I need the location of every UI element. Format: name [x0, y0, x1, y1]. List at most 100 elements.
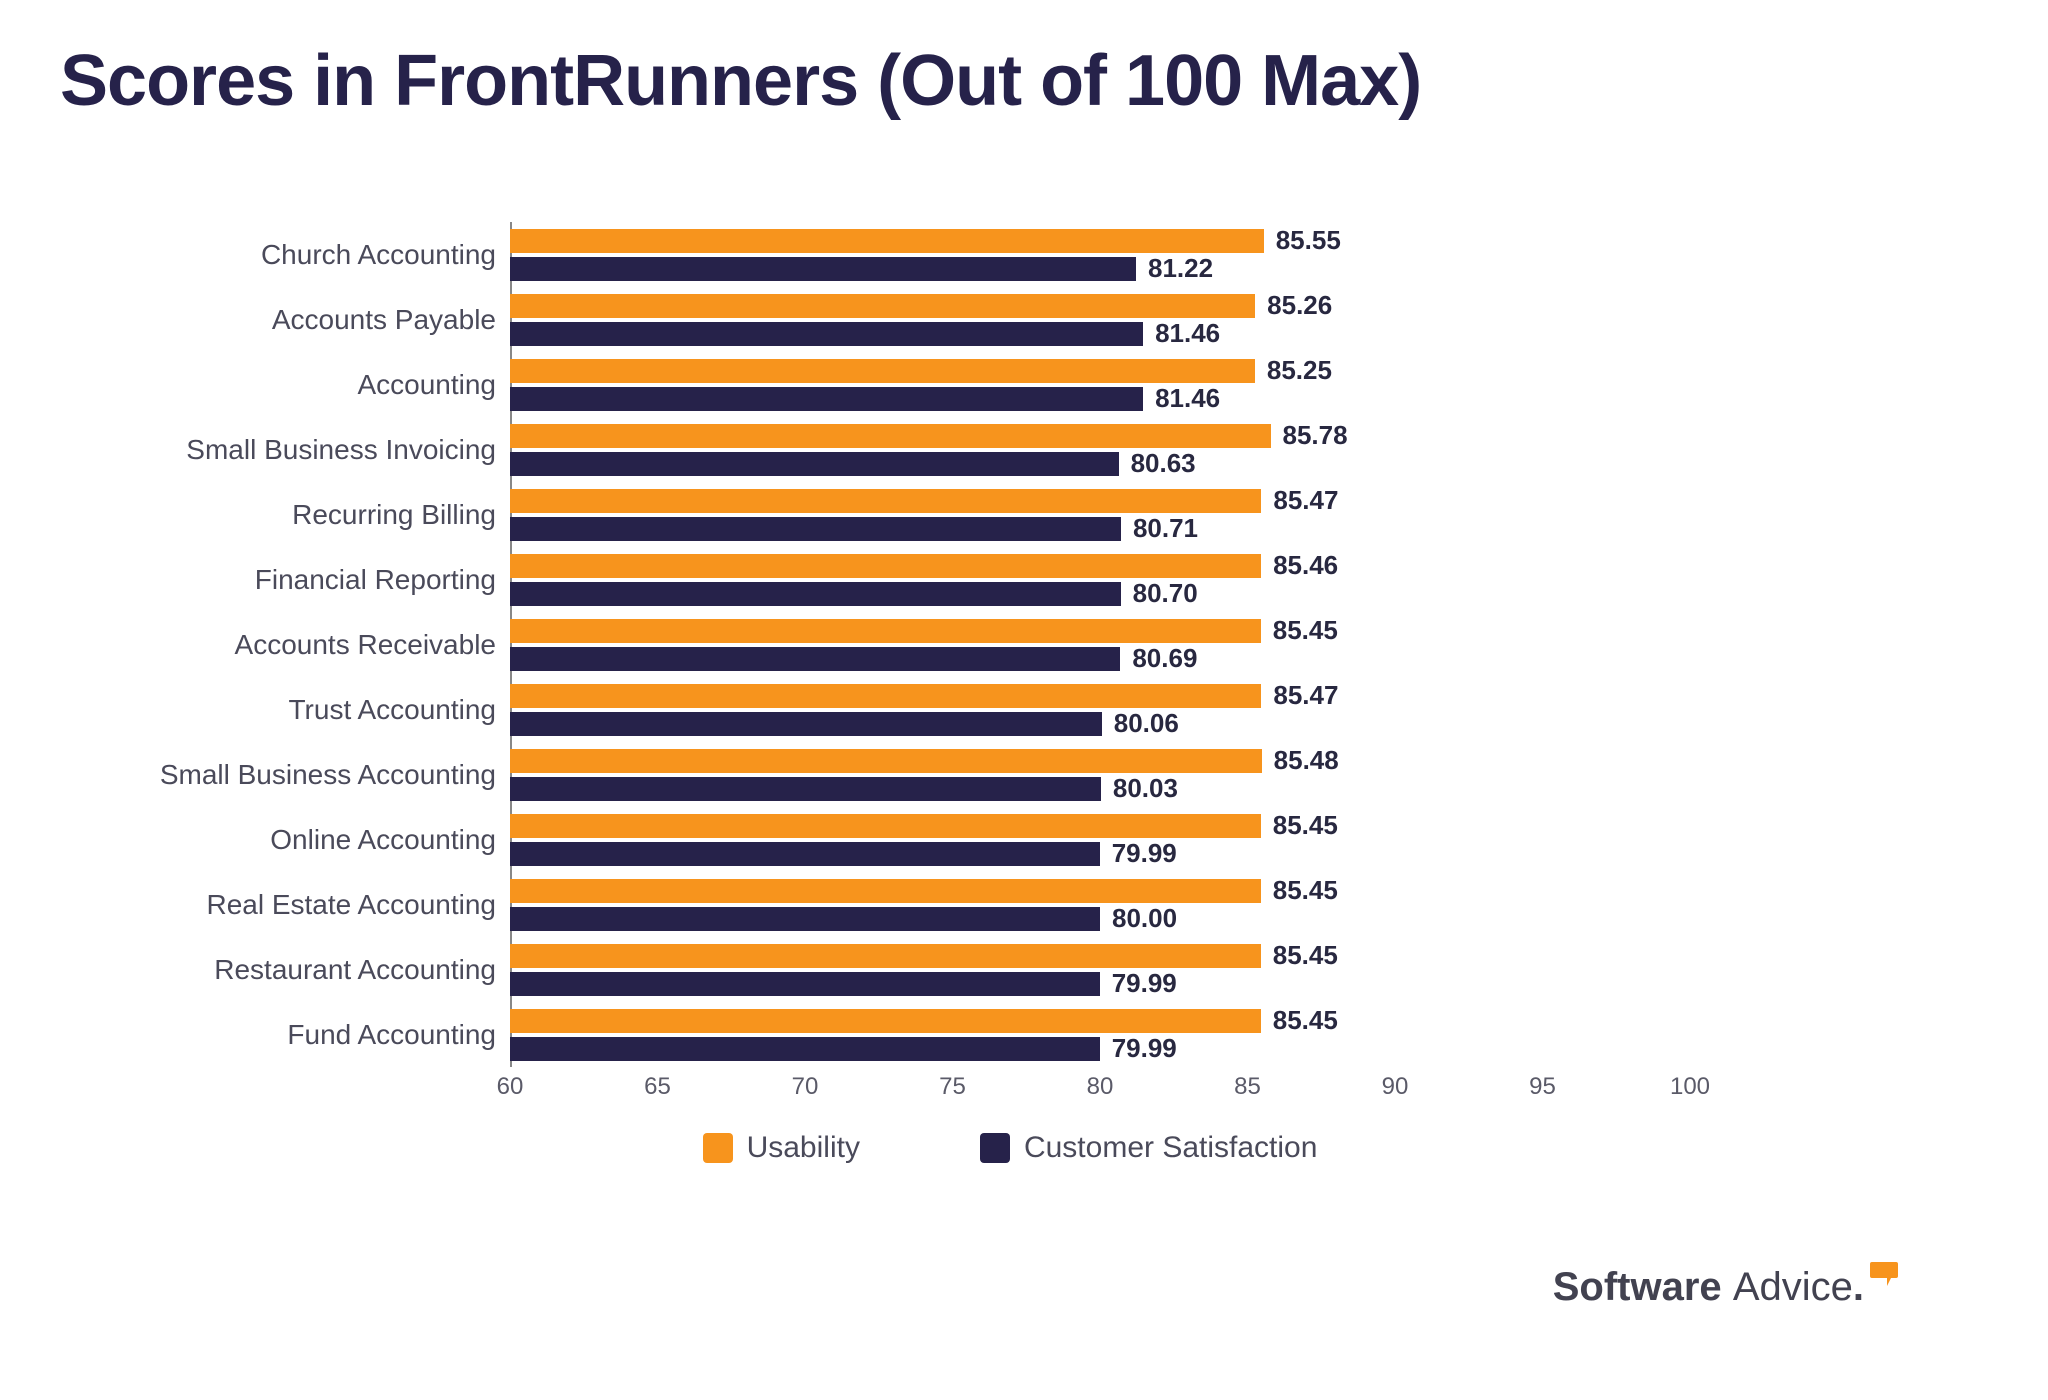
- bar-fill: [510, 424, 1271, 448]
- bars-group: 85.45 79.99: [510, 807, 1690, 872]
- bar-fill: [510, 777, 1101, 801]
- brand-light: Advice: [1733, 1265, 1853, 1309]
- category-label: Real Estate Accounting: [130, 889, 510, 921]
- bar-fill: [510, 814, 1261, 838]
- bar-value-label: 80.06: [1114, 708, 1179, 739]
- legend-swatch: [980, 1133, 1010, 1163]
- chart-row: Church Accounting85.5581.22: [130, 222, 1690, 287]
- satisfaction-bar: 80.63: [510, 452, 1690, 476]
- bar-fill: [510, 452, 1119, 476]
- chart-row: Recurring Billing85.4780.71: [130, 482, 1690, 547]
- bar-value-label: 85.25: [1267, 355, 1332, 386]
- bar-value-label: 80.69: [1132, 643, 1197, 674]
- bar-value-label: 79.99: [1112, 1033, 1177, 1064]
- brand-strong: Software: [1553, 1265, 1722, 1309]
- bar-value-label: 81.46: [1155, 318, 1220, 349]
- chart-row: Accounting85.2581.46: [130, 352, 1690, 417]
- x-tick: 70: [792, 1073, 819, 1101]
- bar-value-label: 85.47: [1273, 485, 1338, 516]
- plot-area: Church Accounting85.5581.22Accounts Paya…: [130, 222, 1690, 1067]
- bar-fill: [510, 489, 1261, 513]
- chart-row: Accounts Payable85.2681.46: [130, 287, 1690, 352]
- category-label: Accounts Payable: [130, 304, 510, 336]
- satisfaction-bar: 81.22: [510, 257, 1690, 281]
- bar-fill: [510, 972, 1100, 996]
- satisfaction-bar: 81.46: [510, 322, 1690, 346]
- bars-group: 85.4580.69: [510, 612, 1690, 677]
- bar-fill: [510, 684, 1261, 708]
- bar-fill: [510, 907, 1100, 931]
- chart-row: Small Business Invoicing85.7880.63: [130, 417, 1690, 482]
- chart-row: Trust Accounting85.4780.06: [130, 677, 1690, 742]
- usability-bar: 85.45: [510, 879, 1690, 903]
- bar-value-label: 79.99: [1112, 838, 1177, 869]
- satisfaction-bar: 81.46: [510, 387, 1690, 411]
- bar-fill: [510, 749, 1262, 773]
- usability-bar: 85.78: [510, 424, 1690, 448]
- satisfaction-bar: 80.69: [510, 647, 1690, 671]
- bar-value-label: 85.55: [1276, 225, 1341, 256]
- x-tick: 80: [1087, 1073, 1114, 1101]
- frontrunners-chart: Church Accounting85.5581.22Accounts Paya…: [130, 222, 1690, 1165]
- category-label: Online Accounting: [130, 824, 510, 856]
- legend-label: Usability: [747, 1131, 860, 1165]
- bar-value-label: 81.22: [1148, 253, 1213, 284]
- satisfaction-bar: 79.99: [510, 972, 1690, 996]
- category-label: Financial Reporting: [130, 564, 510, 596]
- satisfaction-bar: 80.00: [510, 907, 1690, 931]
- bar-fill: [510, 517, 1121, 541]
- usability-bar: 85.46: [510, 554, 1690, 578]
- bars-group: 85.2681.46: [510, 287, 1690, 352]
- bar-fill: [510, 294, 1255, 318]
- x-tick: 90: [1382, 1073, 1409, 1101]
- chart-row: Fund Accounting85.4579.99: [130, 1002, 1690, 1067]
- usability-bar: 85.47: [510, 489, 1690, 513]
- usability-bar: 85.25: [510, 359, 1690, 383]
- bar-value-label: 79.99: [1112, 968, 1177, 999]
- category-label: Small Business Accounting: [130, 759, 510, 791]
- bar-value-label: 85.45: [1273, 875, 1338, 906]
- usability-bar: 85.45: [510, 1009, 1690, 1033]
- speech-bubble-icon: [1870, 1262, 1898, 1286]
- satisfaction-bar: 80.71: [510, 517, 1690, 541]
- usability-bar: 85.48: [510, 749, 1690, 773]
- usability-bar: 85.55: [510, 229, 1690, 253]
- bar-fill: [510, 619, 1261, 643]
- bar-fill: [510, 647, 1120, 671]
- bar-fill: [510, 229, 1264, 253]
- bars-group: 85.5581.22: [510, 222, 1690, 287]
- bar-fill: [510, 322, 1143, 346]
- bar-fill: [510, 944, 1261, 968]
- bars-group: 85.4780.71: [510, 482, 1690, 547]
- satisfaction-bar: 80.03: [510, 777, 1690, 801]
- bar-fill: [510, 1009, 1261, 1033]
- legend-label: Customer Satisfaction: [1024, 1131, 1317, 1165]
- x-tick: 95: [1529, 1073, 1556, 1101]
- bar-value-label: 85.46: [1273, 550, 1338, 581]
- bar-fill: [510, 582, 1121, 606]
- bar-fill: [510, 359, 1255, 383]
- usability-bar: 85.45: [510, 619, 1690, 643]
- bar-fill: [510, 257, 1136, 281]
- x-tick: 65: [644, 1073, 671, 1101]
- satisfaction-bar: 80.70: [510, 582, 1690, 606]
- brand-period: .: [1853, 1265, 1864, 1309]
- legend: Usability Customer Satisfaction: [330, 1131, 1690, 1165]
- page-title: Scores in FrontRunners (Out of 100 Max): [60, 40, 1988, 122]
- bar-fill: [510, 842, 1100, 866]
- bar-value-label: 85.45: [1273, 615, 1338, 646]
- category-label: Accounts Receivable: [130, 629, 510, 661]
- bar-fill: [510, 554, 1261, 578]
- bar-value-label: 80.70: [1133, 578, 1198, 609]
- category-label: Restaurant Accounting: [130, 954, 510, 986]
- bar-fill: [510, 879, 1261, 903]
- bars-group: 85.4680.70: [510, 547, 1690, 612]
- x-axis: 6065707580859095100: [510, 1067, 1690, 1107]
- bar-value-label: 85.45: [1273, 940, 1338, 971]
- bar-value-label: 85.45: [1273, 810, 1338, 841]
- bars-group: 85.4780.06: [510, 677, 1690, 742]
- usability-bar: 85.26: [510, 294, 1690, 318]
- chart-row: Restaurant Accounting85.4579.99: [130, 937, 1690, 1002]
- bars-group: 85.4579.99: [510, 1002, 1690, 1067]
- usability-bar: 85.45: [510, 944, 1690, 968]
